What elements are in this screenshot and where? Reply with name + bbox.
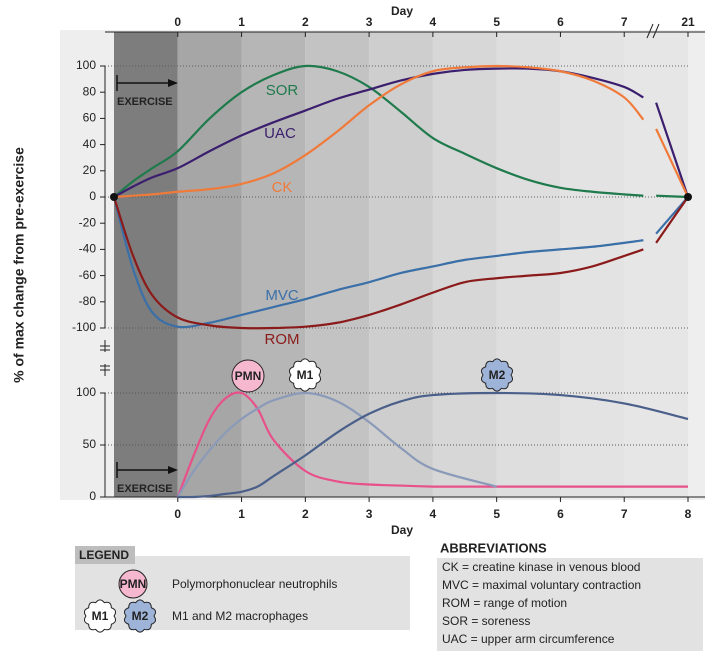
series-label: ROM	[265, 331, 300, 348]
cloud-badge	[480, 358, 514, 392]
m1-badge-text: M1	[92, 609, 109, 623]
legend-text: M1 and M2 macrophages	[172, 609, 308, 623]
y-tick-label: 50	[83, 437, 97, 451]
pmn-badge	[118, 569, 148, 599]
endpoint	[684, 193, 692, 201]
abbrev-item: UAC = upper arm circumference	[442, 632, 615, 646]
x-tick-label: 3	[366, 15, 373, 29]
y-tick-label: -100	[72, 320, 96, 334]
cloud-badge	[83, 599, 117, 633]
series-line	[176, 391, 497, 498]
y-tick-label: -80	[79, 294, 97, 308]
top-x-label: Day	[391, 4, 413, 18]
day-band	[369, 32, 433, 497]
series-line	[176, 391, 688, 498]
x-tick-label: 4	[430, 15, 437, 29]
y-tick-label: -40	[79, 242, 97, 256]
abbrev-item: SOR = soreness	[442, 614, 530, 628]
y-tick-label: 0	[89, 189, 96, 203]
exercise-label: EXERCISE	[117, 483, 173, 495]
y-tick-label: 80	[83, 84, 97, 98]
y-label: % of max change from pre-exercise	[11, 147, 27, 383]
legend-title: LEGEND	[79, 548, 129, 562]
y-break	[100, 340, 110, 376]
bottom-x-label: Day	[391, 523, 413, 537]
endpoint	[110, 193, 118, 201]
x-tick-label: 2	[302, 507, 309, 521]
day-band	[241, 32, 306, 497]
abbrev-item: CK = creatine kinase in venous blood	[442, 560, 640, 574]
x-tick-label: 8	[685, 507, 692, 521]
x-tick-label: 5	[493, 15, 500, 29]
day-band	[560, 32, 625, 497]
y-tick-label: 0	[89, 489, 96, 503]
cloud-badge	[123, 599, 157, 633]
x-tick-label: 2	[302, 15, 309, 29]
x-tick-label: 0	[174, 507, 181, 521]
m2-badge-text: M2	[132, 609, 149, 623]
x-tick-label: 1	[238, 15, 245, 29]
badge	[231, 359, 265, 393]
cloud-badge	[288, 358, 322, 392]
series-label: SOR	[266, 82, 299, 99]
axis-break	[646, 23, 660, 39]
x-tick-label: 4	[430, 507, 437, 521]
arrow-head	[168, 79, 178, 87]
series-label: CK	[272, 179, 293, 196]
series-line	[113, 64, 689, 199]
y-tick-label: 100	[76, 385, 96, 399]
abbrev-title: ABBREVIATIONS	[440, 540, 547, 555]
day-band	[114, 32, 178, 497]
x-tick-label: 7	[621, 15, 628, 29]
exercise-arrow	[116, 462, 172, 478]
x-tick-label: 5	[493, 507, 500, 521]
badge-label: M1	[297, 368, 314, 382]
abbrev-item: MVC = maximal voluntary contraction	[442, 578, 641, 592]
day-band	[496, 32, 561, 497]
x-tick-label: 6	[557, 15, 564, 29]
day-band	[305, 32, 370, 497]
abbrev-item: ROM = range of motion	[442, 596, 567, 610]
legend-text: Polymorphonuclear neutrophils	[172, 577, 337, 591]
y-tick-label: 40	[83, 137, 97, 151]
y-tick-label: 20	[83, 163, 97, 177]
x-tick-label: 6	[557, 507, 564, 521]
legend-title-bg	[75, 546, 135, 564]
arrow-head	[168, 466, 178, 474]
series-line	[177, 391, 689, 499]
pmn-badge-text: PMN	[120, 577, 147, 591]
y-tick-label: -60	[79, 268, 97, 282]
exercise-arrow	[116, 75, 172, 91]
series-label: MVC	[265, 287, 299, 304]
x-tick-label: 3	[366, 507, 373, 521]
day-band	[624, 32, 688, 497]
series-label: UAC	[264, 125, 296, 142]
badge-label: PMN	[235, 369, 262, 383]
x-tick-label: 21	[681, 15, 695, 29]
x-tick-label: 7	[621, 507, 628, 521]
badge-label: M2	[489, 368, 506, 382]
y-tick-label: -20	[79, 215, 97, 229]
x-tick-label: 0	[174, 15, 181, 29]
exercise-label: EXERCISE	[117, 96, 173, 108]
x-tick-label: 1	[238, 507, 245, 521]
y-tick-label: 100	[76, 58, 96, 72]
abbrev-box	[437, 558, 703, 651]
y-tick-label: 60	[83, 111, 97, 125]
